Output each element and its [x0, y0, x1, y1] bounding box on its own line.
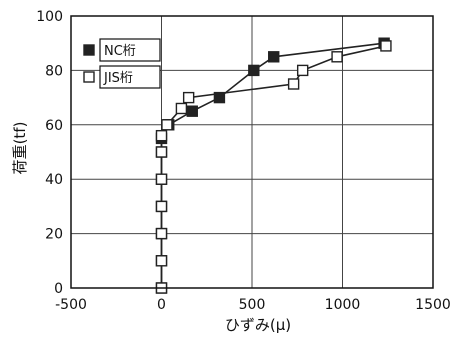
series-0-point-10	[248, 64, 260, 77]
y-tick-label-0: 0	[54, 281, 63, 297]
plot-frame	[70, 15, 434, 289]
legend-label-box-1	[99, 65, 161, 89]
y-tick-label-1: 20	[45, 227, 63, 243]
series-1-point-6	[155, 129, 168, 142]
x-tick-label-4: 1500	[415, 297, 451, 313]
y-tick-label-2: 40	[45, 172, 63, 188]
legend-marker-1	[83, 71, 95, 83]
x-tick-label-2: 500	[239, 297, 266, 313]
series-1-point-12	[331, 51, 343, 63]
y-tick-label-4: 80	[45, 63, 63, 79]
series-lines	[160, 42, 387, 288]
series-1-point-10	[287, 78, 300, 90]
y-tick-label-3: 60	[45, 118, 63, 134]
series-1-point-4	[155, 173, 168, 185]
x-tick-label-1: 0	[157, 297, 166, 313]
x-axis-title: ひずみ(μ)	[225, 316, 291, 334]
legend-label-0: NC桁	[104, 44, 136, 59]
series-0-point-8	[186, 105, 198, 117]
series-1-point-1	[155, 255, 168, 267]
x-tick-labels: -500 0 500 1000 1500	[55, 297, 451, 313]
series-0-point-9	[213, 91, 226, 104]
y-tick-label-5: 100	[36, 9, 63, 25]
series-0-point-11	[268, 51, 280, 63]
legend-label-1: JIS桁	[103, 71, 133, 86]
x-tick-label-3: 1000	[325, 297, 361, 313]
y-tick-labels: 0 20 40 60 80 100	[36, 9, 63, 297]
series-1-point-11	[296, 64, 309, 77]
legend-label-box-0	[99, 38, 161, 62]
series-1-point-9	[182, 91, 195, 104]
legend: NC桁 JIS桁	[83, 38, 161, 89]
series-1-point-5	[155, 146, 168, 158]
series-line-0	[160, 42, 385, 288]
series-1-point-13	[380, 40, 392, 52]
legend-marker-0	[83, 44, 95, 56]
series-1-point-2	[155, 227, 168, 240]
series-line-1	[160, 45, 387, 288]
series-1-point-3	[155, 200, 168, 213]
series-1-point-8	[175, 102, 188, 115]
series-points	[155, 37, 392, 294]
series-1-point-7	[161, 119, 173, 131]
y-axis-title: 荷重(tf)	[11, 122, 29, 175]
x-tick-label-0: -500	[55, 297, 87, 313]
